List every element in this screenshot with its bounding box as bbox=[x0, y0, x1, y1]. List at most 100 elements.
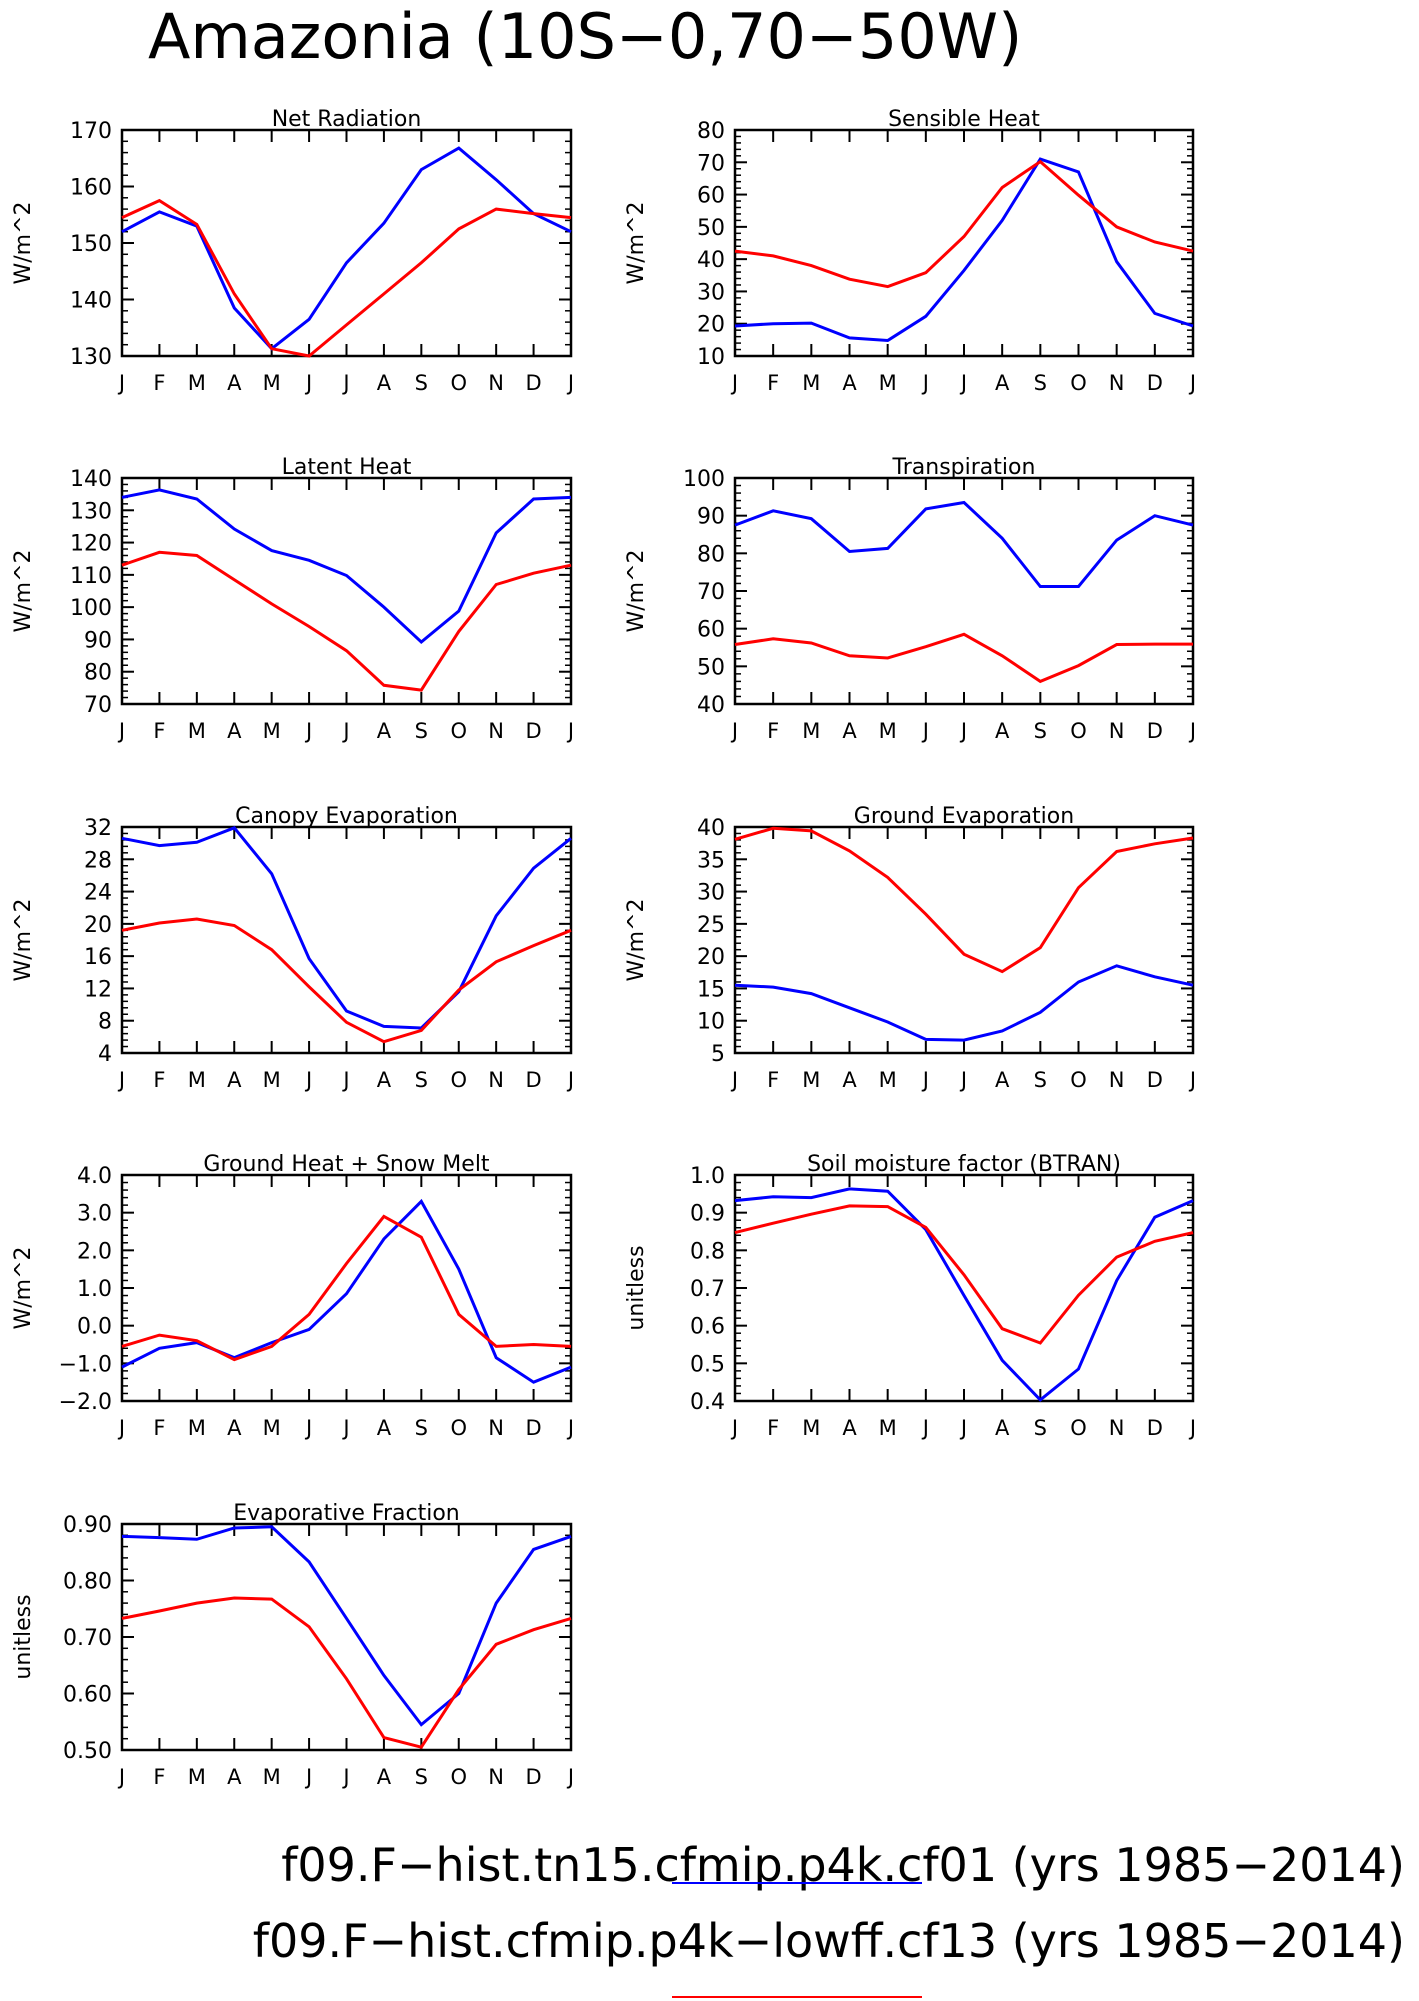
series-line-blue bbox=[121, 826, 572, 1030]
y-tick-label: 90 bbox=[697, 505, 725, 530]
y-tick-label: 16 bbox=[84, 945, 112, 970]
x-tick-label: J bbox=[730, 1068, 738, 1092]
y-tick-label: 120 bbox=[70, 532, 112, 557]
y-tick-label: 20 bbox=[697, 313, 725, 338]
chart-title: Evaporative Fraction bbox=[233, 1501, 459, 1526]
x-tick-label: M bbox=[188, 1068, 206, 1092]
x-tick-label: S bbox=[1034, 1416, 1047, 1440]
series-line-blue bbox=[734, 157, 1194, 343]
y-tick-label: 60 bbox=[697, 184, 725, 209]
x-tick-label: J bbox=[304, 1416, 312, 1440]
x-tick-label: J bbox=[959, 1068, 967, 1092]
x-tick-label: S bbox=[1034, 371, 1047, 395]
x-tick-label: J bbox=[730, 1416, 738, 1440]
x-tick-label: D bbox=[525, 1068, 541, 1092]
x-tick-label: M bbox=[802, 1416, 820, 1440]
x-tick-label: J bbox=[730, 719, 738, 743]
y-tick-label: 0.5 bbox=[690, 1352, 725, 1377]
x-tick-label: N bbox=[488, 371, 504, 395]
x-tick-label: M bbox=[802, 719, 820, 743]
y-tick-label: 0.0 bbox=[77, 1315, 112, 1340]
y-tick-label: 0.4 bbox=[690, 1390, 725, 1415]
legend-entry-red: f09.F−hist.cfmip.p4k−lowff.cf13 (yrs 198… bbox=[0, 1914, 1419, 1998]
y-axis-label: W/m^2 bbox=[624, 898, 649, 981]
x-tick-label: J bbox=[117, 371, 125, 395]
x-tick-label: M bbox=[802, 1068, 820, 1092]
x-tick-label: J bbox=[921, 719, 929, 743]
y-tick-label: 0.6 bbox=[690, 1315, 725, 1340]
y-tick-label: 0.9 bbox=[690, 1202, 725, 1227]
x-tick-label: J bbox=[117, 719, 125, 743]
y-tick-label: 50 bbox=[697, 216, 725, 241]
y-tick-label: 40 bbox=[697, 693, 725, 718]
y-tick-label: 10 bbox=[697, 1010, 725, 1035]
y-tick-label: 90 bbox=[84, 628, 112, 653]
x-tick-label: O bbox=[450, 1068, 467, 1092]
y-axis-label: W/m^2 bbox=[11, 201, 36, 284]
x-tick-label: M bbox=[879, 1416, 897, 1440]
x-tick-label: A bbox=[227, 1416, 242, 1440]
y-axis-label: unitless bbox=[624, 1245, 649, 1330]
y-tick-label: 130 bbox=[70, 499, 112, 524]
y-tick-label: 0.8 bbox=[690, 1239, 725, 1264]
chart-title: Soil moisture factor (BTRAN) bbox=[807, 1152, 1121, 1177]
y-tick-label: 1.0 bbox=[77, 1277, 112, 1302]
y-tick-label: 130 bbox=[70, 345, 112, 370]
x-tick-label: A bbox=[227, 719, 242, 743]
x-tick-label: N bbox=[1109, 1416, 1125, 1440]
x-tick-label: J bbox=[341, 1765, 349, 1789]
x-tick-label: M bbox=[802, 371, 820, 395]
series-line-blue bbox=[121, 1525, 572, 1727]
x-tick-label: J bbox=[959, 371, 967, 395]
chart-title: Canopy Evaporation bbox=[235, 804, 458, 829]
x-tick-label: J bbox=[341, 1416, 349, 1440]
y-tick-label: 32 bbox=[84, 816, 112, 841]
x-tick-label: J bbox=[921, 1068, 929, 1092]
x-tick-label: A bbox=[227, 1068, 242, 1092]
x-tick-label: J bbox=[304, 371, 312, 395]
y-tick-label: 60 bbox=[697, 618, 725, 643]
x-tick-label: N bbox=[1109, 1068, 1125, 1092]
x-tick-label: S bbox=[415, 1416, 428, 1440]
x-tick-label: J bbox=[566, 371, 574, 395]
x-tick-label: N bbox=[1109, 371, 1125, 395]
x-tick-label: N bbox=[488, 1765, 504, 1789]
legend-swatch-red bbox=[672, 1996, 922, 1998]
y-tick-label: 5 bbox=[711, 1042, 725, 1067]
x-tick-label: M bbox=[879, 1068, 897, 1092]
y-tick-label: 1.0 bbox=[690, 1164, 725, 1189]
x-tick-label: F bbox=[153, 1765, 165, 1789]
y-tick-label: 150 bbox=[70, 232, 112, 257]
y-tick-label: −1.0 bbox=[59, 1352, 112, 1377]
y-tick-label: 0.50 bbox=[63, 1739, 112, 1764]
x-tick-label: A bbox=[377, 1416, 392, 1440]
series-line-blue bbox=[121, 488, 572, 644]
series-line-red bbox=[121, 1214, 572, 1362]
y-tick-label: 2.0 bbox=[77, 1239, 112, 1264]
series-line-red bbox=[734, 159, 1194, 289]
x-tick-label: D bbox=[525, 371, 541, 395]
y-axis-label: W/m^2 bbox=[11, 549, 36, 632]
x-tick-label: M bbox=[263, 1416, 281, 1440]
y-tick-label: 20 bbox=[84, 913, 112, 938]
y-tick-label: 30 bbox=[697, 280, 725, 305]
x-tick-label: J bbox=[341, 1068, 349, 1092]
y-tick-label: 140 bbox=[70, 467, 112, 492]
series-line-red bbox=[734, 632, 1193, 684]
x-tick-label: F bbox=[767, 719, 779, 743]
x-tick-label: O bbox=[1070, 371, 1087, 395]
x-tick-label: A bbox=[842, 1068, 857, 1092]
x-tick-label: F bbox=[767, 1068, 779, 1092]
x-tick-label: M bbox=[879, 371, 897, 395]
series-line-red bbox=[734, 826, 1194, 974]
x-tick-label: J bbox=[1188, 1416, 1196, 1440]
x-tick-label: S bbox=[415, 719, 428, 743]
plot-frame bbox=[120, 128, 573, 358]
x-tick-label: J bbox=[959, 719, 967, 743]
y-tick-label: 30 bbox=[697, 881, 725, 906]
x-tick-label: O bbox=[450, 1416, 467, 1440]
x-tick-label: D bbox=[525, 719, 541, 743]
